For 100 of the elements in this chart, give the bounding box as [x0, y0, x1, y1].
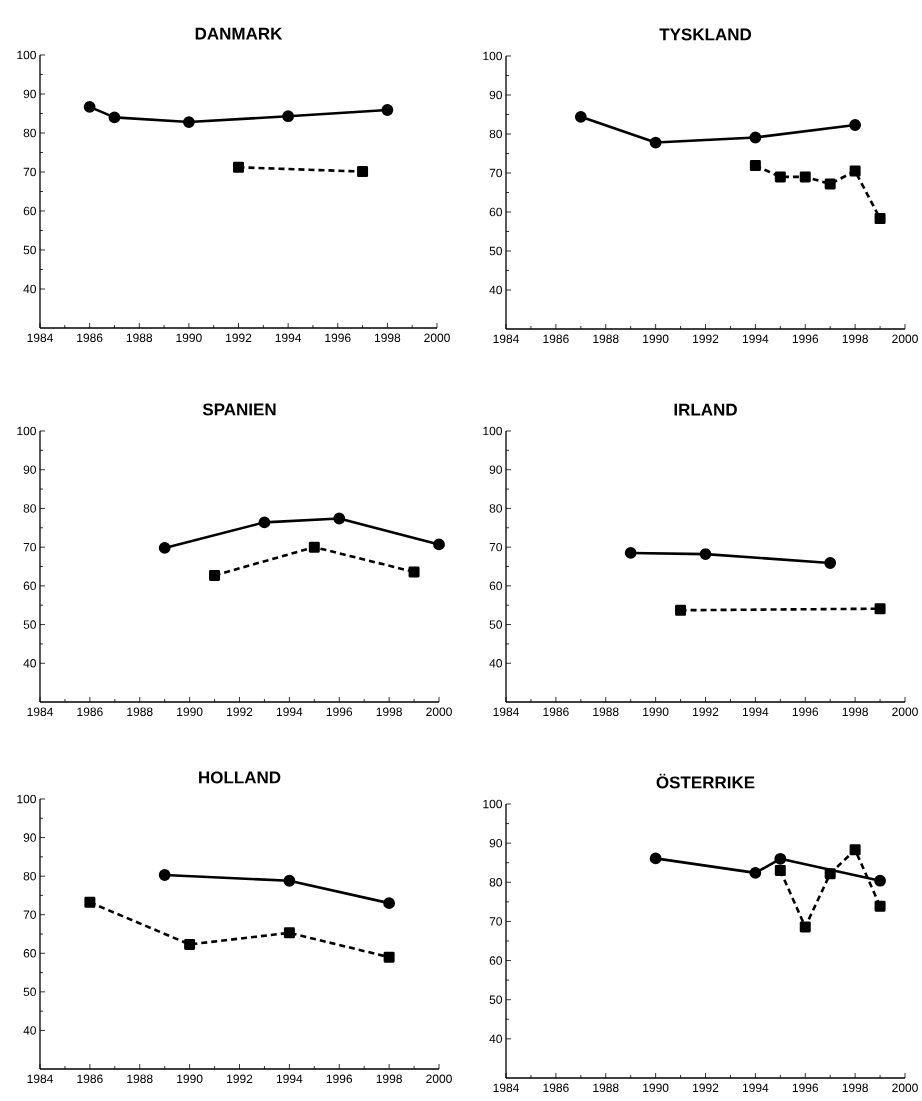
x-tick-label: 1992 [227, 707, 253, 717]
x-tick-label: 2000 [892, 334, 918, 344]
x-tick-label: 1986 [77, 1074, 103, 1084]
point [874, 603, 886, 615]
y-tick-label: 80 [489, 504, 503, 513]
point [774, 865, 786, 877]
y-tick-label: 60 [489, 956, 503, 965]
point [308, 541, 320, 553]
chart-title: HOLLAND [199, 771, 281, 784]
point [184, 938, 196, 950]
y-tick-label: 40 [23, 659, 36, 668]
y-tick-label: 80 [489, 878, 503, 887]
y-tick-label: 50 [489, 246, 503, 256]
y-tick-label: 70 [489, 168, 503, 178]
y-tick-label: 70 [489, 542, 503, 552]
y-tick-label: 80 [23, 128, 36, 138]
point [824, 178, 836, 190]
x-tick-label: 1994 [275, 333, 302, 343]
y-tick-label: 100 [483, 426, 502, 436]
x-tick-label: 1992 [693, 1083, 719, 1093]
y-tick-label: 90 [489, 838, 503, 848]
x-tick-label: 1994 [276, 707, 303, 717]
x-tick-label: 1994 [742, 707, 769, 717]
point [283, 927, 295, 939]
y-tick-label: 60 [489, 581, 503, 591]
x-tick-label: 1986 [77, 333, 103, 343]
y-tick-label: 70 [23, 542, 36, 552]
point [381, 104, 394, 116]
chart-title: ÖSTERRIKE [656, 773, 755, 789]
x-tick-label: 1986 [77, 707, 103, 717]
point [874, 900, 886, 912]
y-tick-label: 90 [23, 465, 36, 474]
y-tick-label: 90 [23, 89, 36, 99]
y-tick-label: 50 [23, 620, 36, 629]
y-tick-label: 40 [23, 284, 36, 294]
x-tick-label: 1984 [27, 707, 53, 717]
point [774, 852, 787, 865]
point [749, 160, 761, 172]
y-tick-label: 80 [23, 504, 36, 513]
point [83, 100, 96, 113]
x-tick-label: 1990 [643, 707, 669, 717]
point [84, 896, 96, 908]
chart-title: DANMARK [195, 27, 283, 40]
y-tick-label: 50 [23, 245, 36, 255]
x-tick-label: 1996 [792, 1083, 819, 1093]
x-tick-label: 1994 [276, 1074, 303, 1084]
x-tick-label: 1992 [227, 1074, 253, 1084]
y-tick-label: 60 [489, 207, 503, 217]
y-tick-label: 40 [489, 1034, 503, 1044]
point [158, 869, 171, 881]
point [357, 166, 369, 178]
y-tick-label: 80 [23, 871, 36, 881]
point [699, 548, 712, 560]
y-tick-label: 100 [17, 426, 36, 436]
x-tick-label: 1988 [127, 707, 153, 717]
x-tick-label: 1998 [842, 707, 868, 717]
x-tick-label: 1988 [593, 707, 619, 717]
y-tick-label: 100 [17, 50, 36, 60]
point [774, 171, 786, 183]
x-tick-label: 1994 [742, 1083, 769, 1093]
x-tick-label: 1992 [226, 333, 252, 343]
point [383, 897, 396, 910]
x-tick-label: 1988 [593, 1083, 619, 1093]
x-tick-label: 2000 [426, 1074, 452, 1084]
x-tick-label: 1988 [593, 334, 619, 344]
x-tick-label: 2000 [426, 707, 452, 717]
point [649, 136, 662, 149]
y-tick-label: 60 [23, 581, 36, 591]
y-tick-label: 70 [23, 167, 36, 177]
x-tick-label: 1998 [842, 334, 868, 344]
point [749, 131, 762, 144]
x-tick-label: 1998 [374, 333, 401, 343]
point [799, 921, 811, 933]
y-tick-label: 50 [23, 987, 36, 997]
y-tick-label: 40 [23, 1026, 36, 1035]
x-tick-label: 1992 [693, 334, 719, 344]
x-tick-label: 1990 [176, 333, 202, 343]
y-tick-label: 40 [489, 659, 503, 668]
y-tick-label: 100 [483, 799, 502, 809]
x-tick-label: 1986 [543, 334, 569, 344]
x-tick-label: 1992 [693, 707, 719, 717]
y-tick-label: 50 [489, 620, 503, 629]
chart-title: TYSKLAND [659, 28, 752, 41]
point [824, 557, 837, 569]
point [874, 213, 886, 225]
y-tick-label: 70 [489, 917, 503, 926]
x-tick-label: 1998 [842, 1083, 868, 1093]
x-tick-label: 1998 [376, 707, 402, 717]
x-tick-label: 1986 [543, 707, 569, 717]
x-tick-label: 1990 [177, 707, 203, 717]
x-tick-label: 1984 [27, 333, 53, 343]
y-tick-label: 90 [23, 833, 36, 842]
y-tick-label: 70 [23, 910, 36, 919]
x-tick-label: 1990 [643, 334, 669, 344]
point [258, 516, 271, 529]
x-tick-label: 1990 [643, 1083, 669, 1093]
point [849, 119, 862, 131]
point [108, 111, 121, 124]
point [383, 951, 395, 963]
x-tick-label: 1996 [792, 334, 819, 344]
